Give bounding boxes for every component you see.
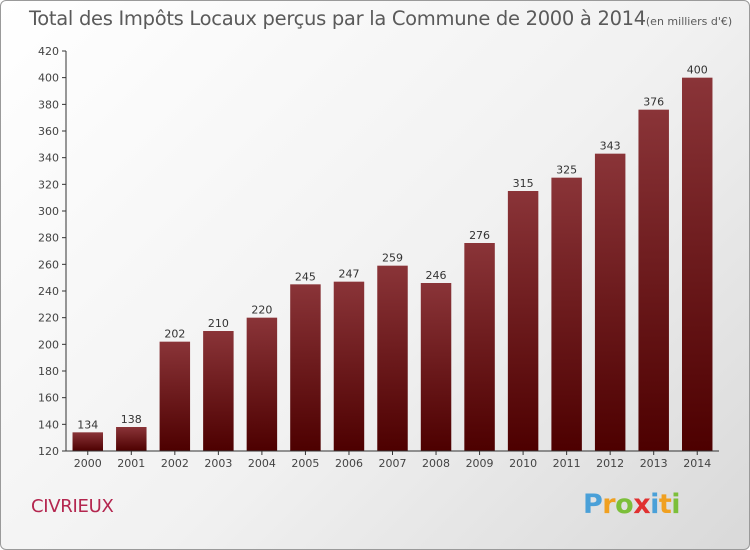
logo-letter: x — [633, 489, 651, 520]
y-tick-label: 300 — [38, 205, 59, 218]
bar — [116, 427, 147, 451]
y-tick-label: 400 — [38, 72, 59, 85]
bar-value-label: 247 — [338, 268, 359, 281]
bar — [246, 317, 278, 451]
chart-unit-label: (en milliers d'€) — [645, 15, 733, 28]
chart-title-main: Total des Impôts Locaux perçus par la Co… — [29, 7, 646, 30]
y-tick-label: 260 — [38, 258, 59, 271]
x-tick-label: 2004 — [248, 457, 276, 470]
x-axis: 2000 2001 2002 2003 2004 2005 2006 2007 2008 2009… — [66, 450, 719, 470]
bar-value-label: 259 — [382, 252, 403, 265]
logo-letter: P — [583, 489, 603, 520]
x-tick-label: 2008 — [422, 457, 450, 470]
y-tick-label: 360 — [38, 125, 59, 138]
y-tick-label: 340 — [38, 152, 59, 165]
bar-value-label: 400 — [687, 64, 708, 77]
bar-value-label: 276 — [469, 229, 490, 242]
bar — [681, 77, 713, 452]
x-tick-label: 2002 — [161, 457, 189, 470]
bar-value-label: 325 — [556, 164, 577, 177]
y-tick-label: 240 — [38, 285, 59, 298]
bar-value-label: 138 — [121, 413, 142, 426]
chart-title: Total des Impôts Locaux perçus par la Co… — [29, 7, 732, 30]
x-tick-label: 2012 — [596, 457, 624, 470]
bar-value-label: 210 — [208, 317, 229, 330]
bar-value-label: 202 — [164, 328, 185, 341]
x-tick-label: 2010 — [509, 457, 537, 470]
x-tick-label: 2005 — [291, 457, 319, 470]
bar — [159, 341, 191, 451]
commune-name: CIVRIEUX — [31, 496, 114, 517]
bar — [464, 243, 495, 451]
y-tick-label: 120 — [38, 445, 59, 458]
bar-value-label: 246 — [426, 269, 447, 282]
bar — [72, 432, 104, 451]
proxiti-logo: Proxiti — [583, 489, 681, 520]
y-tick-label: 200 — [38, 338, 59, 351]
bars: 134 138 202 210 220 245 247 259 246 276 315 325 343 3… — [72, 64, 713, 452]
y-tick-label: 420 — [38, 45, 59, 58]
bar-value-label: 245 — [295, 270, 316, 283]
y-tick-label: 160 — [38, 392, 59, 405]
x-tick-label: 2011 — [553, 457, 581, 470]
x-tick-label: 2001 — [117, 457, 145, 470]
bar-value-label: 220 — [251, 304, 272, 317]
logo-letter: i — [650, 489, 659, 520]
bar — [420, 283, 452, 451]
y-tick-label: 180 — [38, 365, 59, 378]
bar — [203, 331, 234, 451]
logo-letter: t — [658, 489, 672, 520]
bar-value-label: 315 — [513, 177, 534, 190]
x-tick-label: 2003 — [204, 457, 232, 470]
bar-value-label: 376 — [643, 96, 664, 109]
x-tick-label: 2007 — [379, 457, 407, 470]
bar-value-label: 134 — [77, 418, 98, 431]
logo-letter: o — [615, 489, 634, 520]
y-tick-label: 320 — [38, 178, 59, 191]
y-tick-label: 140 — [38, 418, 59, 431]
bar — [638, 109, 669, 452]
x-tick-label: 2013 — [640, 457, 668, 470]
y-tick-label: 220 — [38, 312, 59, 325]
y-tick-label: 280 — [38, 232, 59, 245]
y-axis: 120 140 160 180 200 220 240 260 280 300 320 340 360 3… — [38, 45, 67, 458]
bar-value-label: 343 — [600, 140, 621, 153]
x-tick-label: 2009 — [466, 457, 494, 470]
bar — [377, 265, 408, 451]
bar — [551, 177, 582, 451]
y-tick-label: 380 — [38, 98, 59, 111]
bar — [290, 284, 321, 451]
bar — [594, 153, 626, 451]
logo-letter: r — [602, 489, 616, 520]
x-tick-label: 2014 — [683, 457, 711, 470]
x-tick-label: 2006 — [335, 457, 363, 470]
x-tick-label: 2000 — [74, 457, 102, 470]
bar — [333, 281, 365, 451]
bar — [507, 191, 539, 451]
logo-letter: i — [671, 489, 681, 520]
